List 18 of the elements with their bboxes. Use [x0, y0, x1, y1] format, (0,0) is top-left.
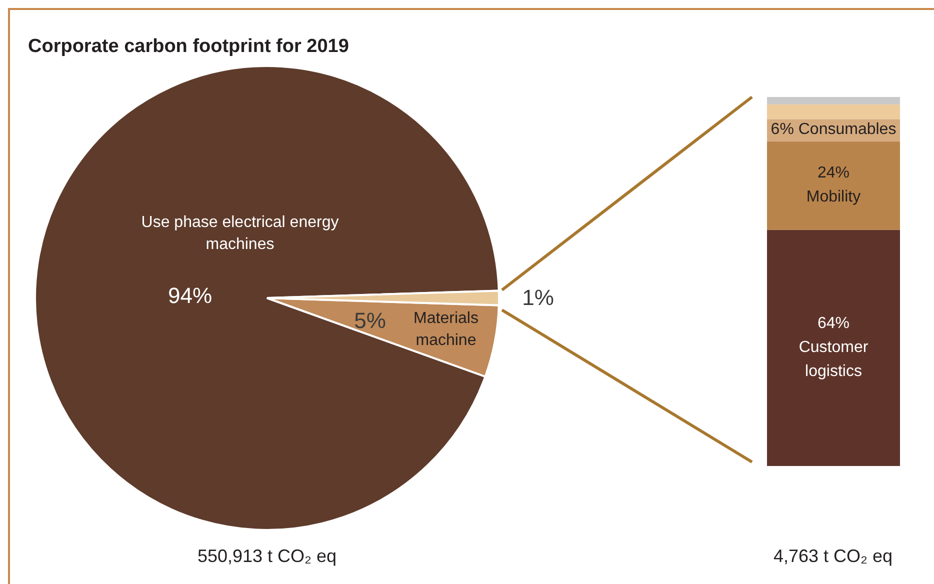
text: 4,763 t CO₂ eq: [773, 546, 893, 566]
series-label: Mobility: [806, 188, 861, 206]
bar: [767, 141, 900, 230]
data-label: 64%: [817, 315, 850, 332]
slice-label: Use phase electrical energy machines: [141, 214, 339, 253]
data-label: 5%: [354, 308, 386, 333]
data-label: 1%: [522, 284, 554, 310]
bar: [767, 230, 900, 466]
bar: [767, 104, 900, 120]
slice-label: Materials machine: [414, 310, 478, 349]
data-label: 94%: [168, 282, 212, 308]
text: 550,913 t CO₂ eq: [197, 546, 337, 566]
text: 6% Consumables: [770, 121, 896, 138]
bar: [767, 97, 900, 104]
pie-slice: [34, 65, 500, 531]
chart-title: Corporate carbon footprint for 2019: [28, 36, 349, 57]
series-label: Customer logistics: [798, 339, 869, 380]
data-label: 24%: [817, 164, 850, 182]
